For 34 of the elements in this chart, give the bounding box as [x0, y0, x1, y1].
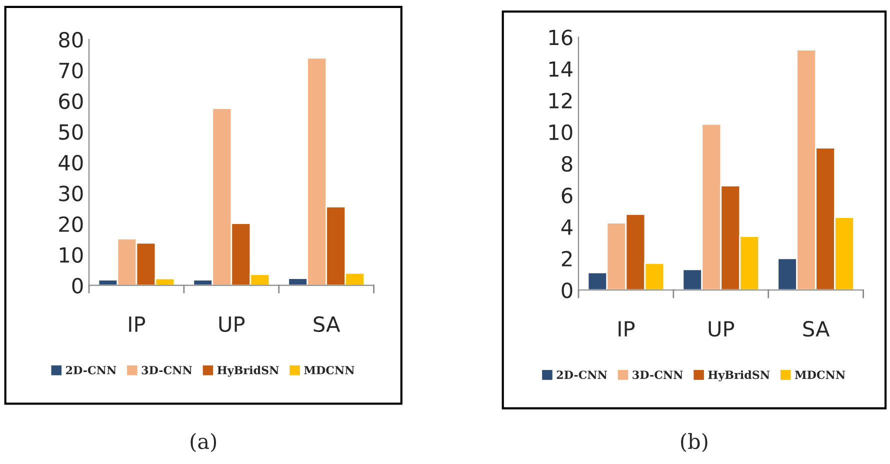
x-tick-label: SA	[803, 320, 830, 337]
y-tick-label: 0	[562, 282, 572, 298]
text: (b)	[681, 433, 708, 452]
y-tick-label: 40	[58, 154, 83, 171]
legend-label: 3D-CNN	[632, 370, 683, 379]
legend-label: MDCNN	[794, 370, 846, 379]
x-tick-label: UP	[219, 316, 245, 332]
text: (a)	[190, 433, 216, 452]
y-tick-label: 80	[59, 32, 83, 48]
y-tick-label: 2	[562, 250, 572, 266]
y-tick-label: 10	[60, 247, 83, 263]
x-tick-label: IP	[618, 321, 635, 336]
legend-label: HyBridSN	[217, 366, 279, 377]
y-tick-label: 0	[72, 278, 83, 294]
y-tick-label: 12	[549, 92, 572, 108]
x-tick-label: SA	[314, 316, 340, 332]
legend-label: 2D-CNN	[66, 366, 116, 374]
y-tick-label: 16	[549, 30, 572, 46]
legend-label: MDCNN	[304, 366, 354, 374]
x-tick-label: IP	[129, 316, 146, 332]
y-tick-label: 10	[549, 124, 572, 140]
legend-label: 2D-CNN	[556, 370, 608, 379]
y-tick-label: 8	[562, 156, 572, 172]
y-tick-label: 14	[549, 61, 572, 77]
legend-label: HyBridSN	[708, 370, 770, 382]
y-tick-label: 70	[59, 62, 83, 78]
y-tick-label: 30	[59, 186, 83, 202]
y-tick-label: 6	[562, 188, 572, 204]
y-tick-label: 4	[561, 220, 572, 235]
legend-label: 3D-CNN	[142, 366, 192, 374]
x-tick-label: UP	[708, 321, 734, 337]
y-tick-label: 50	[59, 124, 83, 140]
y-tick-label: 60	[59, 93, 83, 110]
y-tick-label: 20	[59, 216, 83, 232]
